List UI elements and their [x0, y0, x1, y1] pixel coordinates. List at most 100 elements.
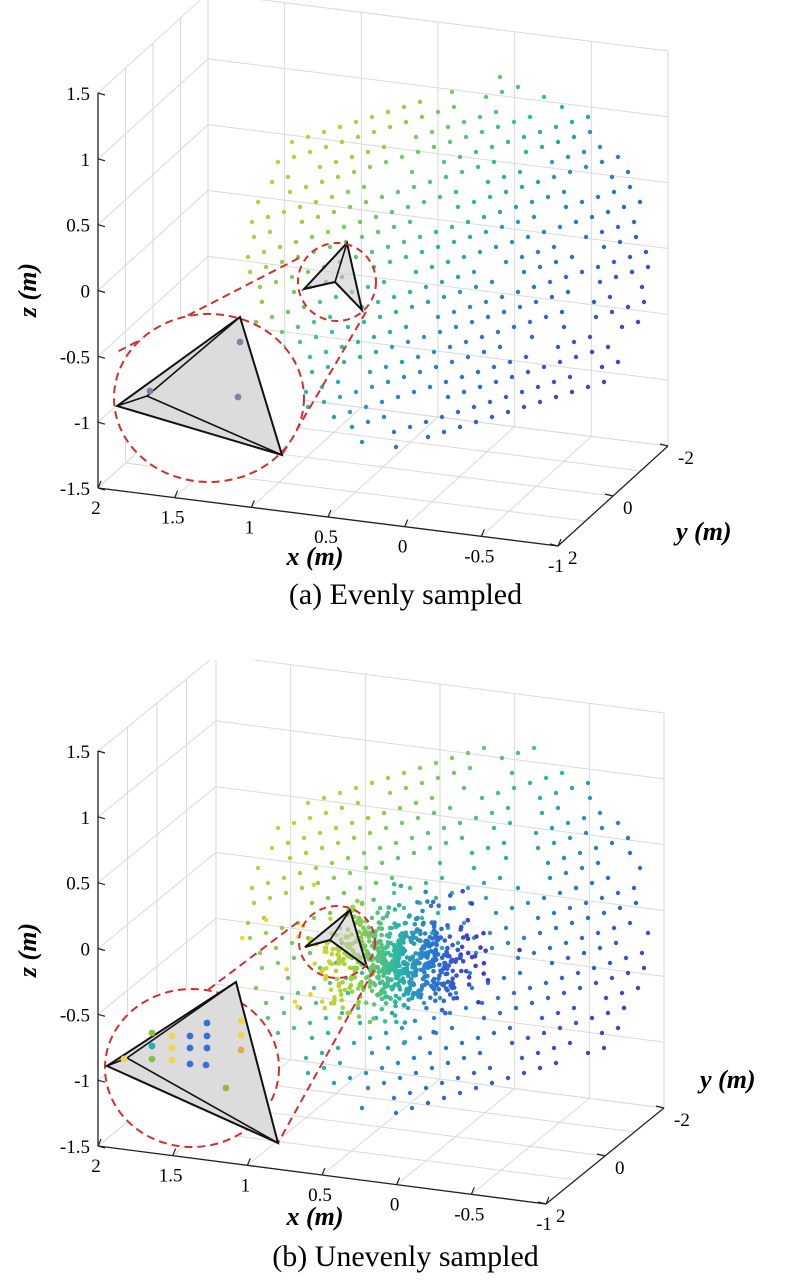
data-point — [565, 820, 571, 826]
data-point — [379, 955, 385, 960]
data-point — [459, 835, 465, 841]
data-point — [317, 164, 323, 170]
data-point — [388, 996, 393, 1001]
data-point — [382, 1019, 388, 1024]
data-point — [635, 319, 641, 325]
data-point — [481, 930, 486, 936]
data-point — [387, 259, 393, 265]
data-point — [265, 214, 271, 220]
data-point — [563, 274, 569, 280]
data-point — [363, 199, 369, 205]
data-point — [525, 1035, 531, 1041]
data-point — [451, 309, 457, 315]
data-point — [369, 915, 375, 921]
data-point — [365, 815, 371, 821]
data-point — [395, 944, 400, 950]
data-point — [507, 820, 513, 826]
zoom-highlight-small — [297, 242, 377, 322]
data-point — [475, 369, 481, 375]
data-point — [445, 1060, 451, 1066]
data-point — [460, 935, 466, 940]
data-point — [541, 229, 547, 235]
data-point — [415, 815, 421, 821]
data-point — [517, 304, 523, 310]
data-point — [430, 978, 436, 984]
data-point — [493, 910, 499, 916]
data-point — [423, 419, 429, 425]
data-point — [410, 965, 415, 970]
data-point — [450, 968, 456, 974]
data-point — [307, 815, 313, 821]
zoom-connector — [277, 969, 375, 1144]
data-point — [489, 279, 495, 285]
data-point — [585, 915, 591, 921]
data-point — [449, 224, 455, 230]
data-point — [291, 1025, 297, 1031]
data-point — [414, 967, 419, 973]
data-point — [445, 945, 450, 951]
data-point — [385, 775, 391, 781]
data-point — [553, 394, 559, 400]
data-point — [291, 820, 297, 826]
data-point — [591, 299, 597, 305]
data-point — [393, 444, 399, 450]
data-point — [404, 955, 410, 960]
data-point — [380, 961, 385, 966]
data-point — [309, 1035, 315, 1041]
z-tick-label: 0.5 — [66, 216, 90, 237]
data-point — [615, 224, 621, 230]
data-point — [305, 269, 311, 275]
data-point — [645, 930, 651, 936]
data-point — [303, 1055, 309, 1061]
data-point — [392, 907, 398, 912]
data-point — [406, 914, 412, 919]
data-point — [340, 980, 346, 985]
data-point — [357, 219, 363, 225]
data-point — [551, 840, 557, 846]
data-point — [403, 970, 409, 976]
y-tick — [655, 1105, 665, 1109]
data-point — [356, 929, 362, 935]
z-tick-label: -0.5 — [60, 1005, 90, 1026]
grid-line — [97, 654, 217, 752]
data-point — [531, 214, 537, 220]
data-point — [292, 999, 298, 1004]
data-point — [397, 1075, 403, 1081]
data-point — [625, 970, 631, 976]
data-point — [511, 324, 517, 330]
data-point — [363, 404, 369, 410]
data-point — [413, 962, 418, 967]
data-point — [399, 154, 405, 160]
data-point — [315, 880, 321, 886]
data-point — [263, 264, 269, 270]
data-point — [395, 1060, 401, 1066]
data-point — [487, 194, 493, 200]
data-point — [412, 1018, 418, 1024]
data-point — [573, 885, 579, 891]
data-point — [379, 1006, 385, 1012]
y-axis-label: y (m) — [673, 517, 732, 546]
data-point — [399, 820, 405, 826]
data-point — [527, 985, 533, 991]
data-point — [571, 339, 577, 345]
data-point — [245, 254, 251, 260]
data-point — [321, 795, 327, 801]
data-point — [411, 850, 417, 856]
data-point — [341, 956, 346, 962]
grid-line — [97, 190, 209, 291]
data-point — [443, 971, 449, 977]
tetra-edge — [334, 242, 348, 283]
data-point — [511, 990, 517, 996]
data-point — [365, 419, 371, 425]
x-tick-label: 0.5 — [314, 527, 338, 548]
data-point — [279, 925, 285, 931]
data-point — [275, 825, 281, 831]
data-point — [557, 359, 563, 365]
data-point — [313, 865, 319, 871]
data-point — [471, 404, 477, 410]
data-point — [441, 825, 447, 831]
data-point — [315, 214, 321, 220]
data-point — [583, 900, 589, 906]
data-point — [459, 169, 465, 175]
